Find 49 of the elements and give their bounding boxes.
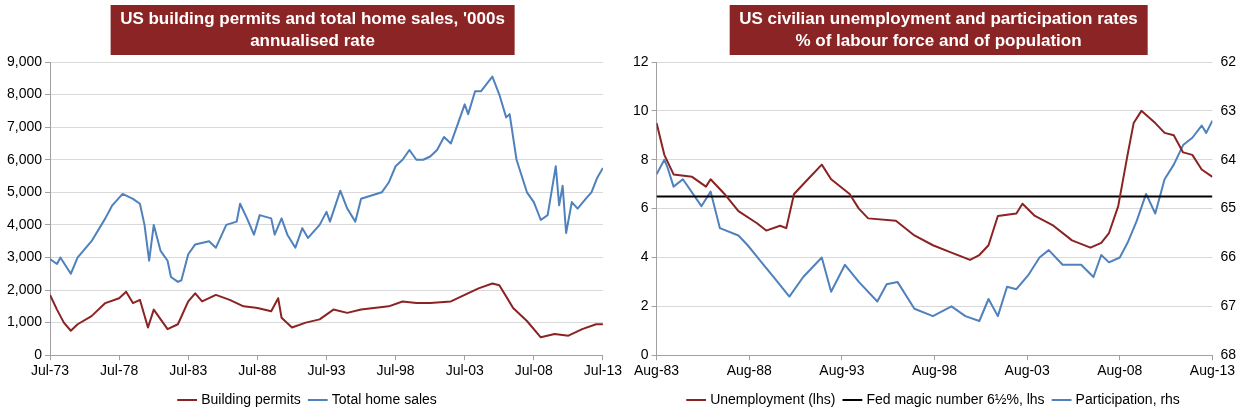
y-tick-label: 7,000: [6, 118, 43, 135]
x-tick-label: Jul-13: [583, 362, 623, 379]
y2-tick-label: 65: [1220, 199, 1237, 216]
y-tick-label: 10: [632, 101, 649, 118]
legend-label: Participation, rhs: [1075, 390, 1180, 407]
x-tick-label: Jul-78: [100, 362, 139, 379]
y-tick-label: 0: [34, 346, 43, 363]
y-tick-label: 3,000: [6, 248, 43, 265]
y2-tick-label: 66: [1220, 248, 1237, 265]
y-tick-label: 6,000: [6, 150, 43, 167]
y-tick-label: 4,000: [6, 215, 43, 232]
y2-tick-label: 62: [1220, 52, 1237, 69]
x-tick-label: Jul-88: [238, 362, 277, 379]
x-tick-label: Jul-08: [514, 362, 554, 379]
legend-label: Unemployment (lhs): [710, 390, 836, 407]
y2-tick-label: 68: [1220, 346, 1237, 363]
y-tick-label: 8,000: [6, 85, 43, 102]
y2-tick-label: 67: [1220, 297, 1237, 314]
x-tick-label: Jul-03: [445, 362, 484, 379]
chart-subtitle: % of labour force and of population: [794, 30, 1083, 52]
y-tick-label: 8: [640, 150, 649, 167]
x-tick-label: Aug-13: [1189, 362, 1236, 379]
legend-label: Fed magic number 6½%, lhs: [866, 390, 1045, 407]
y-tick-label: 12: [632, 52, 649, 69]
y-tick-label: 9,000: [6, 52, 43, 69]
y-tick-label: 0: [640, 346, 649, 363]
y-tick-label: 2,000: [6, 280, 43, 297]
x-tick-label: Jul-98: [376, 362, 415, 379]
x-tick-label: Jul-83: [169, 362, 208, 379]
legend-label: Building permits: [201, 390, 301, 407]
x-tick-label: Aug-83: [633, 362, 680, 379]
x-tick-label: Aug-08: [1097, 362, 1143, 379]
x-tick-label: Aug-98: [911, 362, 958, 379]
y2-tick-label: 64: [1220, 150, 1237, 167]
y2-tick-label: 63: [1220, 101, 1237, 118]
x-tick-label: Aug-93: [819, 362, 865, 379]
y-tick-label: 4: [640, 248, 649, 265]
chart-title: US civilian unemployment and participation rates: [739, 8, 1138, 30]
y-tick-label: 5,000: [6, 183, 43, 200]
y-tick-label: 6: [640, 199, 649, 216]
chart-title: US building permits and total home sales, '000s: [120, 8, 505, 30]
x-tick-label: Aug-03: [1004, 362, 1050, 379]
y-tick-label: 1,000: [6, 313, 43, 330]
x-tick-label: Jul-73: [30, 362, 70, 379]
y-tick-label: 2: [640, 297, 649, 314]
legend-label: Total home sales: [331, 390, 437, 407]
chart-subtitle: annualised rate: [249, 30, 376, 52]
x-tick-label: Jul-93: [307, 362, 346, 379]
x-tick-label: Aug-88: [726, 362, 773, 379]
